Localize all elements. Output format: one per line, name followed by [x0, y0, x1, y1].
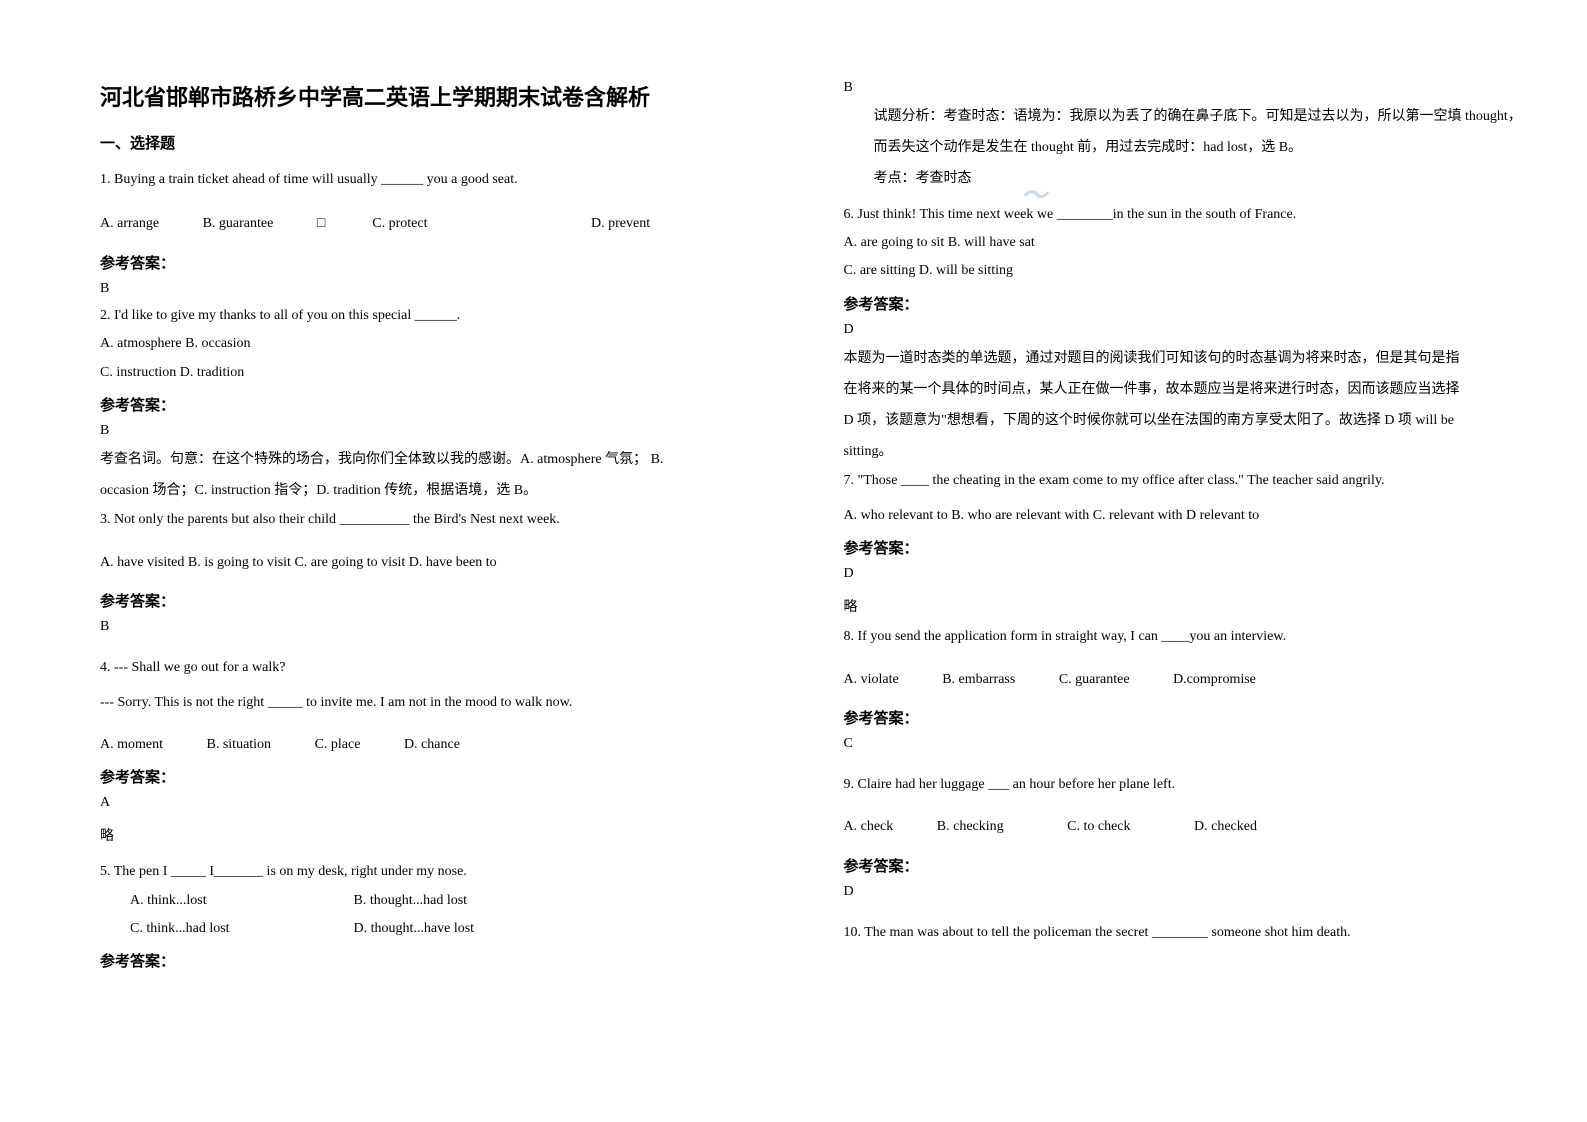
- q5-explain-1: 试题分析：考查时态：语境为：我原以为丢了的确在鼻子底下。可知是过去以为，所以第一…: [844, 104, 1528, 129]
- section-header: 一、选择题: [100, 132, 784, 153]
- q6-explain-3: D 项，该题意为"想想看，下周的这个时候你就可以坐在法国的南方享受太阳了。故选择…: [844, 408, 1528, 433]
- q7-lue: 略: [844, 596, 1528, 616]
- q5-opt-d: D. thought...have lost: [354, 921, 475, 936]
- q7-text: 7. "Those ____ the cheating in the exam …: [844, 470, 1528, 492]
- q6-text: 6. Just think! This time next week we __…: [844, 204, 1528, 226]
- q8-options: A. violate B. embarrass C. guarantee D.c…: [844, 669, 1528, 691]
- q1-answer-label: 参考答案：: [100, 252, 784, 273]
- q2-opts-line1: A. atmosphere B. occasion: [100, 333, 784, 355]
- q7-options: A. who relevant to B. who are relevant w…: [844, 505, 1528, 527]
- q4-answer-label: 参考答案：: [100, 766, 784, 787]
- q8-answer: C: [844, 736, 1528, 752]
- q5-answer: B: [844, 80, 1528, 96]
- q3-answer: B: [100, 619, 784, 635]
- q5-opt-a: A. think...lost: [130, 890, 350, 912]
- q1-opt-a: A. arrange: [100, 216, 159, 231]
- q8-opt-c: C. guarantee: [1059, 672, 1130, 687]
- q9-opt-a: A. check: [844, 819, 894, 834]
- q4-lue: 略: [100, 825, 784, 845]
- q2-explain-1: 考查名词。句意：在这个特殊的场合，我向你们全体致以我的感谢。A. atmosph…: [100, 447, 784, 472]
- q4-text-1: 4. --- Shall we go out for a walk?: [100, 657, 784, 679]
- q6-opts-line1: A. are going to sit B. will have sat: [844, 232, 1528, 254]
- q6-explain-2: 在将来的某一个具体的时间点，某人正在做一件事，故本题应当是将来进行时态，因而该题…: [844, 377, 1528, 402]
- q4-text-2: --- Sorry. This is not the right _____ t…: [100, 692, 784, 714]
- q6-opts-line2: C. are sitting D. will be sitting: [844, 260, 1528, 282]
- q2-opts-line2: C. instruction D. tradition: [100, 362, 784, 384]
- q1-options: A. arrange B. guarantee □ C. protect D. …: [100, 211, 784, 235]
- q2-answer: B: [100, 423, 784, 439]
- q9-answer: D: [844, 884, 1528, 900]
- q4-opt-a: A. moment: [100, 737, 163, 752]
- q6-answer: D: [844, 322, 1528, 338]
- q1-answer: B: [100, 281, 784, 297]
- q5-opt-b: B. thought...had lost: [354, 893, 468, 908]
- q5-text: 5. The pen I _____ I_______ is on my des…: [100, 861, 784, 883]
- q5-explain-3: 考点：考查时态: [844, 166, 1528, 191]
- q8-opt-a: A. violate: [844, 672, 899, 687]
- page-columns: 河北省邯郸市路桥乡中学高二英语上学期期末试卷含解析 一、选择题 1. Buyin…: [100, 80, 1527, 1082]
- q10-text: 10. The man was about to tell the police…: [844, 922, 1528, 944]
- checkbox-icon: □: [317, 214, 325, 230]
- q3-text: 3. Not only the parents but also their c…: [100, 509, 784, 531]
- q6-answer-label: 参考答案：: [844, 293, 1528, 314]
- q3-options: A. have visited B. is going to visit C. …: [100, 552, 784, 574]
- left-column: 河北省邯郸市路桥乡中学高二英语上学期期末试卷含解析 一、选择题 1. Buyin…: [100, 80, 784, 1082]
- q5-opt-c: C. think...had lost: [130, 918, 350, 940]
- q1-opt-d: D. prevent: [591, 216, 650, 231]
- q4-options: A. moment B. situation C. place D. chanc…: [100, 734, 784, 756]
- q2-text: 2. I'd like to give my thanks to all of …: [100, 305, 784, 327]
- q5-opts-line2: C. think...had lost D. thought...have lo…: [100, 918, 784, 940]
- q4-opt-d: D. chance: [404, 737, 460, 752]
- q9-opt-b: B. checking: [937, 819, 1004, 834]
- q1-text: 1. Buying a train ticket ahead of time w…: [100, 169, 784, 191]
- right-column: B 试题分析：考查时态：语境为：我原以为丢了的确在鼻子底下。可知是过去以为，所以…: [844, 80, 1528, 1082]
- q4-opt-b: B. situation: [207, 737, 272, 752]
- page-title: 河北省邯郸市路桥乡中学高二英语上学期期末试卷含解析: [100, 80, 784, 112]
- q5-opts-line1: A. think...lost B. thought...had lost: [100, 890, 784, 912]
- q5-answer-label: 参考答案：: [100, 950, 784, 971]
- q8-answer-label: 参考答案：: [844, 707, 1528, 728]
- q8-opt-d: D.compromise: [1173, 672, 1256, 687]
- q9-options: A. check B. checking C. to check D. chec…: [844, 816, 1528, 838]
- q5-explain-2: 而丢失这个动作是发生在 thought 前，用过去完成时：had lost，选 …: [844, 135, 1528, 160]
- q2-explain-2: occasion 场合；C. instruction 指令；D. traditi…: [100, 478, 784, 503]
- q7-answer: D: [844, 566, 1528, 582]
- q4-answer: A: [100, 795, 784, 811]
- q4-opt-c: C. place: [315, 737, 361, 752]
- q9-answer-label: 参考答案：: [844, 855, 1528, 876]
- q9-opt-d: D. checked: [1194, 819, 1257, 834]
- q8-opt-b: B. embarrass: [942, 672, 1015, 687]
- q7-answer-label: 参考答案：: [844, 537, 1528, 558]
- q1-opt-c: □ C. protect: [317, 216, 468, 231]
- q1-opt-b: B. guarantee: [203, 216, 274, 231]
- q9-text: 9. Claire had her luggage ___ an hour be…: [844, 774, 1528, 796]
- q3-answer-label: 参考答案：: [100, 590, 784, 611]
- q6-explain-4: sitting。: [844, 439, 1528, 464]
- q2-answer-label: 参考答案：: [100, 394, 784, 415]
- q8-text: 8. If you send the application form in s…: [844, 626, 1528, 648]
- q9-opt-c: C. to check: [1067, 819, 1130, 834]
- q6-explain-1: 本题为一道时态类的单选题，通过对题目的阅读我们可知该句的时态基调为将来时态，但是…: [844, 346, 1528, 371]
